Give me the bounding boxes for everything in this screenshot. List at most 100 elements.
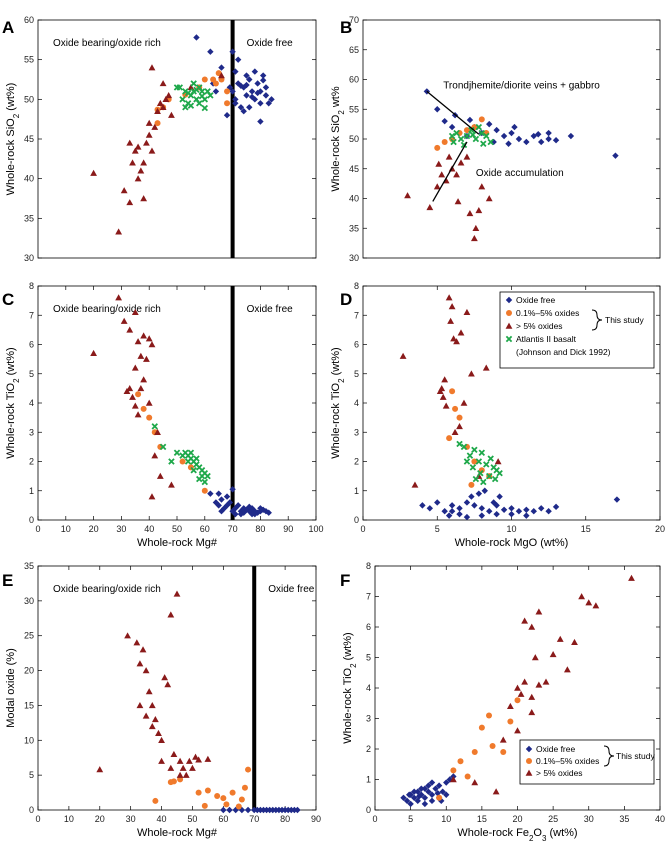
marker-oxide-gt5 xyxy=(439,393,447,400)
marker-oxide-gt5 xyxy=(158,736,165,744)
marker-oxide-01-5 xyxy=(245,766,252,773)
x-tick-label: 10 xyxy=(506,524,516,534)
y-tick-label: 35 xyxy=(24,213,34,223)
y-tick-label: 30 xyxy=(24,253,34,263)
panel-label: C xyxy=(2,290,14,309)
marker-oxide-free xyxy=(220,806,227,814)
legend-entry-oxide-gt5: > 5% oxides xyxy=(536,768,583,778)
x-tick-label: 70 xyxy=(228,524,238,534)
marker-oxide-free xyxy=(505,140,512,147)
marker-oxide-free xyxy=(421,794,429,801)
marker-atlantis xyxy=(463,458,471,465)
marker-oxide-free xyxy=(240,509,247,516)
marker-atlantis xyxy=(487,138,494,146)
marker-oxide-gt5 xyxy=(438,384,446,392)
marker-oxide-free xyxy=(435,782,443,789)
marker-oxide-free xyxy=(515,135,523,143)
x-tick-label: 15 xyxy=(477,814,487,824)
plot-frame xyxy=(37,565,317,811)
marker-oxide-gt5 xyxy=(165,91,173,99)
marker-oxide-gt5 xyxy=(453,338,460,345)
series-oxide-free xyxy=(220,806,301,814)
marker-oxide-gt5 xyxy=(438,171,446,178)
x-tick-label: 0 xyxy=(372,814,377,824)
marker-oxide-01-5 xyxy=(507,718,514,725)
marker-oxide-gt5 xyxy=(433,183,441,190)
x-tick-label: 20 xyxy=(512,814,522,824)
marker-oxide-free xyxy=(257,505,264,512)
marker-oxide-01-5 xyxy=(179,458,186,465)
marker-oxide-free xyxy=(240,505,247,512)
marker-oxide-free xyxy=(254,89,261,97)
marker-oxide-gt5 xyxy=(134,411,142,418)
legend-box xyxy=(499,291,655,369)
marker-oxide-free xyxy=(237,510,245,518)
marker-oxide-gt5 xyxy=(514,727,521,734)
marker-oxide-free xyxy=(523,506,530,513)
marker-oxide-gt5 xyxy=(179,764,187,771)
x-tick-label: 5 xyxy=(408,814,413,824)
x-tick-label: 40 xyxy=(157,814,167,824)
marker-oxide-gt5 xyxy=(445,153,453,160)
series-atlantis xyxy=(173,80,214,112)
y-tick-label: 1 xyxy=(29,486,34,496)
marker-oxide-gt5 xyxy=(164,681,172,688)
marker-oxide-free xyxy=(481,487,488,494)
marker-oxide-01-5 xyxy=(201,802,208,809)
marker-atlantis xyxy=(456,440,463,448)
y-tick-label: 0 xyxy=(29,515,34,525)
marker-oxide-free xyxy=(226,806,233,814)
marker-oxide-gt5 xyxy=(475,207,483,214)
marker-oxide-gt5 xyxy=(126,384,134,392)
marker-oxide-gt5 xyxy=(411,481,419,488)
marker-oxide-01-5 xyxy=(486,712,492,719)
marker-oxide-free xyxy=(421,800,429,808)
marker-oxide-free xyxy=(500,506,508,513)
x-tick-label: 70 xyxy=(249,814,259,824)
marker-atlantis xyxy=(179,452,186,459)
marker-oxide-gt5 xyxy=(528,693,536,700)
marker-atlantis xyxy=(457,135,465,143)
marker-oxide-gt5 xyxy=(161,674,169,681)
marker-oxide-free xyxy=(407,800,414,808)
annotation-oxide-accumulation: Oxide accumulation xyxy=(476,168,564,179)
marker-oxide-free xyxy=(471,502,478,509)
marker-atlantis xyxy=(190,467,197,474)
marker-atlantis xyxy=(468,126,475,134)
marker-oxide-gt5 xyxy=(162,95,170,103)
marker-oxide-01-5 xyxy=(441,138,448,145)
marker-oxide-gt5 xyxy=(137,167,145,174)
marker-atlantis xyxy=(463,132,471,140)
y-tick-label: 35 xyxy=(24,561,34,571)
marker-oxide-free xyxy=(229,88,236,95)
y-axis-label: Whole-rock TiO2 (wt%) xyxy=(5,347,21,458)
marker-oxide-gt5 xyxy=(151,452,159,459)
marker-oxide-gt5 xyxy=(466,209,474,217)
marker-atlantis xyxy=(450,138,457,146)
marker-oxide-free xyxy=(425,788,432,795)
marker-oxide-01-5 xyxy=(468,481,475,488)
marker-oxide-gt5 xyxy=(120,317,128,324)
legend-brace xyxy=(603,745,615,767)
marker-oxide-gt5 xyxy=(447,317,455,324)
marker-oxide-01-5 xyxy=(201,76,208,83)
series-oxide-gt5 xyxy=(90,64,225,235)
marker-oxide-free xyxy=(428,779,436,786)
marker-oxide-gt5 xyxy=(457,329,465,336)
x-tick-label: 0 xyxy=(35,814,40,824)
marker-oxide-free xyxy=(243,506,250,513)
x-tick-label: 30 xyxy=(126,814,136,824)
panel-label: E xyxy=(2,571,13,590)
marker-atlantis xyxy=(193,86,200,94)
y-tick-label: 6 xyxy=(29,340,34,350)
marker-oxide-free xyxy=(525,745,533,753)
marker-oxide-free xyxy=(523,512,530,519)
series-oxide-01-5 xyxy=(152,766,252,810)
legend-entry-oxide-free: Oxide free xyxy=(516,295,555,305)
x-tick-label: 90 xyxy=(283,524,293,534)
marker-oxide-gt5 xyxy=(126,139,134,146)
y-tick-label: 70 xyxy=(349,15,359,25)
y-tick-label: 8 xyxy=(366,561,371,571)
marker-oxide-free xyxy=(278,806,286,814)
marker-oxide-gt5 xyxy=(494,458,502,465)
